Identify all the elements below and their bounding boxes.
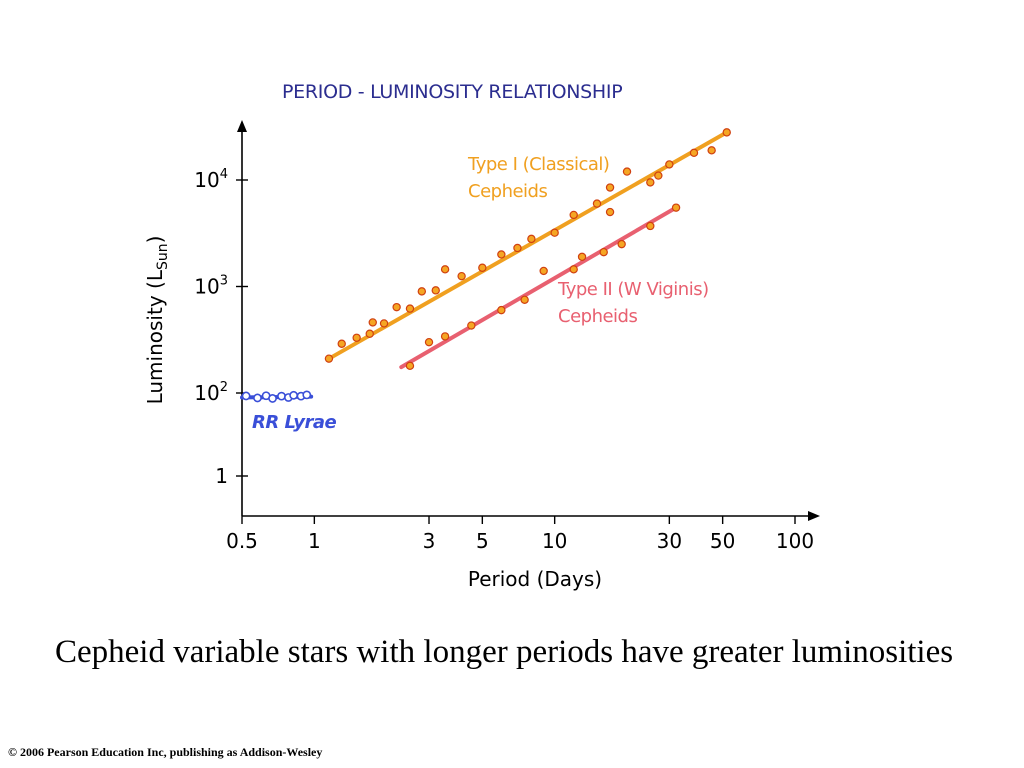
data-point (368, 318, 377, 327)
x-tick-label: 10 (542, 529, 567, 553)
data-point (467, 321, 476, 330)
series-label: Cepheids (468, 181, 547, 202)
x-axis-arrow (808, 511, 820, 521)
data-point (577, 252, 587, 262)
axes (237, 120, 820, 521)
data-point (605, 207, 615, 217)
data-point (431, 286, 440, 295)
y-tick-label: 1 (215, 464, 228, 488)
series-type-i-classical (324, 128, 731, 363)
data-point (379, 319, 389, 328)
data-point (497, 250, 506, 259)
data-point (352, 333, 361, 342)
data-point (440, 265, 450, 274)
data-point (277, 391, 286, 401)
y-tick-label: 102 (194, 380, 228, 405)
data-point (646, 178, 655, 187)
data-point (478, 263, 487, 272)
chart-title: PERIOD - LUMINOSITY RELATIONSHIP (282, 81, 622, 103)
fit-line (399, 205, 679, 370)
x-ticks: 0.5 1 3 5 10 30 50 100 (226, 516, 814, 553)
y-tick-label: 104 (194, 167, 228, 192)
y-axis-title-sub: Sun (155, 243, 171, 270)
x-tick-label: 50 (710, 529, 735, 553)
y-axis-title: Luminosity (LSun) (143, 236, 171, 405)
data-point (289, 390, 299, 400)
series-labels: Type I (Classical) Cepheids Type II (W Vig… (252, 154, 709, 433)
data-point (520, 295, 529, 305)
data-point (569, 265, 578, 274)
data-point (513, 243, 522, 253)
copyright-notice: © 2006 Pearson Education Inc, publishing… (8, 745, 323, 759)
series-type-ii-w-viginis (399, 203, 681, 371)
series-label: Cepheids (558, 306, 637, 327)
x-tick-label: 100 (776, 529, 814, 553)
data-point (253, 393, 262, 403)
data-point (550, 228, 559, 237)
data-point (241, 391, 251, 401)
data-point (440, 332, 450, 341)
slide-caption: Cepheid variable stars with longer perio… (55, 634, 954, 670)
data-point (405, 361, 415, 371)
y-tick-label: 103 (194, 274, 228, 299)
data-point (302, 390, 312, 400)
data-point (337, 339, 346, 348)
data-point (671, 203, 681, 212)
x-axis-title: Period (Days) (468, 567, 602, 591)
data-point (527, 234, 536, 244)
data-point (617, 239, 626, 249)
x-tick-label: 5 (476, 529, 489, 553)
data-point (689, 148, 699, 158)
data-point (392, 302, 401, 312)
data-point (405, 304, 415, 313)
data-point (569, 210, 578, 220)
x-tick-label: 0.5 (226, 529, 258, 553)
series-label: Type I (Classical) (467, 154, 609, 175)
data-point (268, 394, 277, 403)
data-point (365, 329, 374, 338)
fit-line (326, 130, 729, 361)
y-axis-title-end: ) (143, 236, 167, 244)
data-point (497, 305, 506, 315)
data-point (665, 160, 674, 169)
y-axis-title-main: Luminosity (L (143, 269, 167, 404)
series-label: RR Lyrae (252, 412, 336, 433)
data-point (622, 167, 632, 176)
series-layer (240, 128, 731, 403)
data-point (605, 183, 615, 192)
data-point (722, 128, 731, 137)
x-tick-label: 30 (657, 529, 682, 553)
period-luminosity-chart: PERIOD - LUMINOSITY RELATIONSHIP 0.5 1 3 5 1… (143, 81, 820, 591)
data-point (424, 337, 434, 347)
data-point (457, 271, 466, 281)
data-point (324, 354, 334, 363)
data-point (654, 171, 663, 180)
y-axis-arrow (237, 120, 247, 132)
series-label: Type II (W Viginis) (557, 279, 709, 300)
data-point (539, 266, 548, 276)
x-tick-label: 3 (423, 529, 436, 553)
data-point (646, 221, 655, 231)
data-point (599, 247, 608, 257)
data-point (417, 287, 427, 296)
data-point (592, 199, 602, 208)
x-tick-label: 1 (308, 529, 321, 553)
data-point (707, 146, 716, 155)
y-ticks: 1 102 103 104 (194, 167, 248, 488)
series-rr-lyrae (240, 390, 314, 403)
